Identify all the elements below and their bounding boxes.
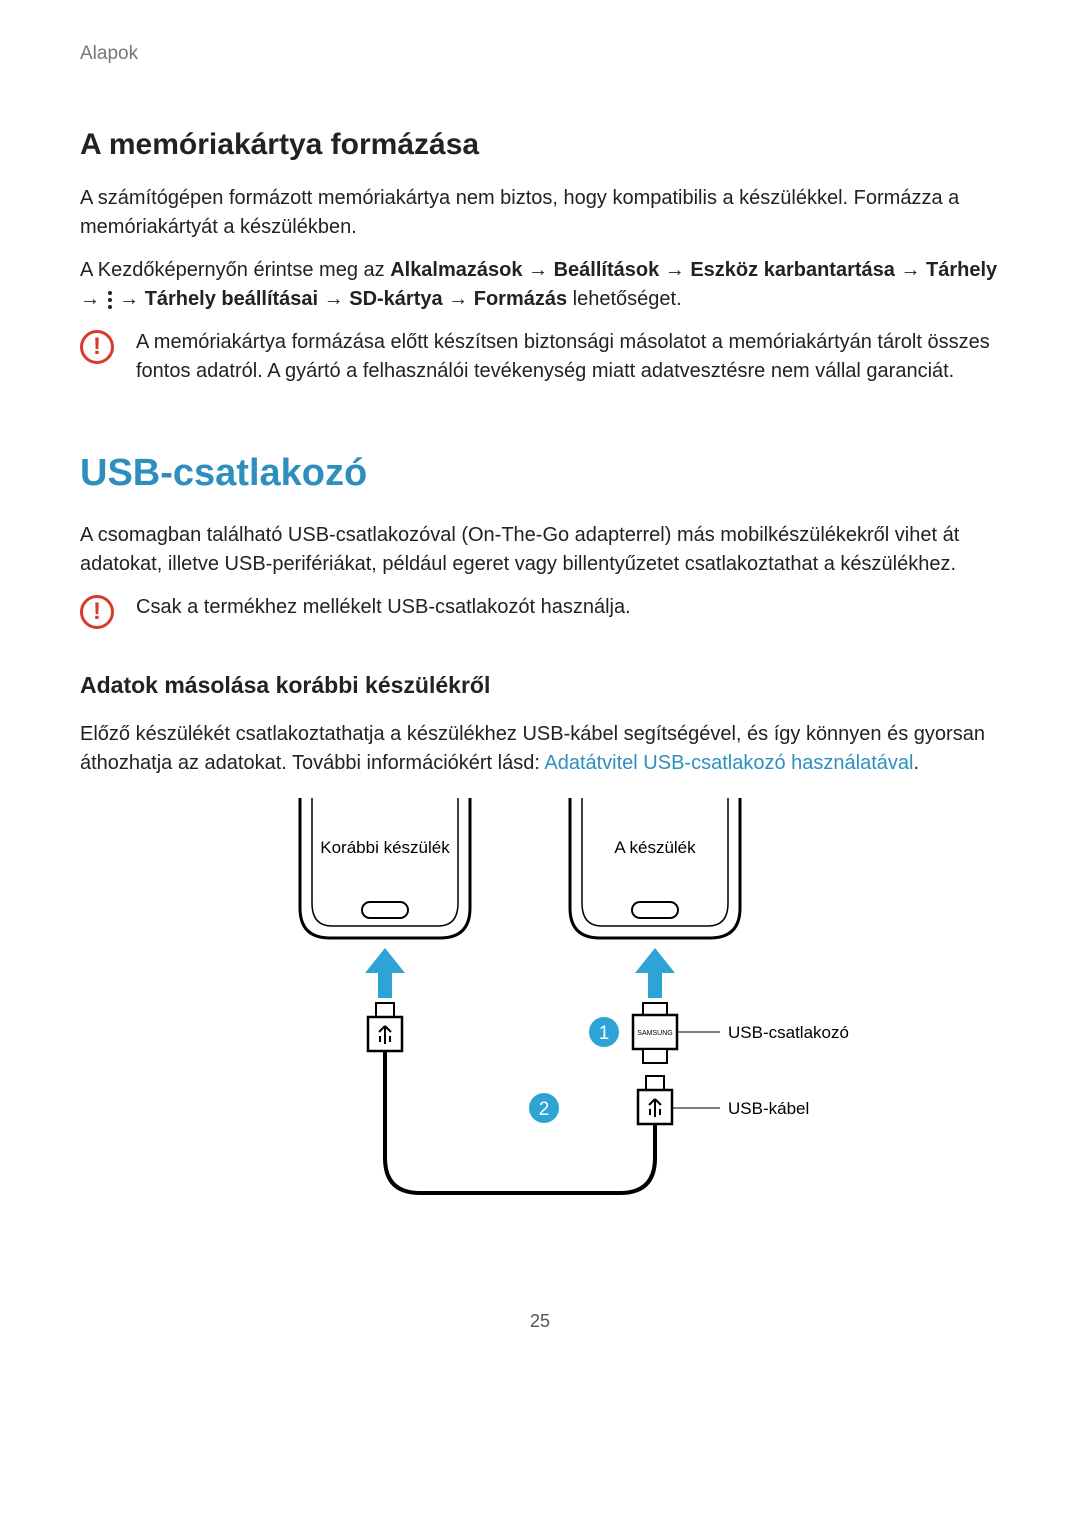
warning-notice: ! A memóriakártya formázása előtt készít… — [80, 328, 1000, 386]
callout-1: 1 — [589, 1017, 619, 1047]
arrow: → — [443, 288, 474, 310]
svg-text:2: 2 — [539, 1099, 550, 1120]
usb-cable — [385, 1051, 655, 1193]
arrow: → — [522, 259, 553, 281]
arrow: → — [659, 259, 690, 281]
paragraph-nav-path: A Kezdőképernyőn érintse meg az Alkalmaz… — [80, 256, 1000, 314]
usb-plug-left — [368, 1003, 402, 1051]
otg-adapter: SAMSUNG — [633, 1003, 677, 1063]
connection-diagram: Korábbi készülék A készülék SAMSUNG 1 — [80, 798, 1000, 1248]
paragraph: A számítógépen formázott memóriakártya n… — [80, 184, 1000, 242]
warning-text: Csak a termékhez mellékelt USB-csatlakoz… — [136, 593, 1000, 622]
warning-icon: ! — [80, 330, 114, 364]
path-step: Tárhely — [926, 259, 997, 281]
arrow: → — [318, 288, 349, 310]
callout-2: 2 — [529, 1093, 559, 1123]
link-usb-transfer[interactable]: Adatátvitel USB-csatlakozó használatával — [544, 752, 913, 774]
path-step: Tárhely beállításai — [145, 288, 318, 310]
warning-text: A memóriakártya formázása előtt készítse… — [136, 328, 1000, 386]
text: . — [913, 752, 919, 774]
heading-copy-data: Adatok másolása korábbi készülékről — [80, 669, 1000, 702]
diagram-svg: Korábbi készülék A készülék SAMSUNG 1 — [230, 798, 850, 1248]
phone-left — [300, 798, 470, 938]
callout-1-text: USB-csatlakozó — [728, 1023, 849, 1042]
arrow: → — [895, 259, 926, 281]
diagram-label-right: A készülék — [614, 838, 696, 857]
path-step: SD-kártya — [349, 288, 442, 310]
diagram-label-left: Korábbi készülék — [320, 838, 450, 857]
page-number: 25 — [80, 1308, 1000, 1334]
phone-right — [570, 798, 740, 938]
path-step: Formázás — [474, 288, 567, 310]
path-step: Beállítások — [554, 259, 660, 281]
warning-icon: ! — [80, 595, 114, 629]
text: A Kezdőképernyőn érintse meg az — [80, 259, 390, 281]
svg-text:SAMSUNG: SAMSUNG — [637, 1030, 672, 1037]
section-header: Alapok — [80, 40, 1000, 68]
arrow-up-left-icon — [365, 948, 405, 998]
heading-memory-format: A memóriakártya formázása — [80, 123, 1000, 167]
warning-notice: ! Csak a termékhez mellékelt USB-csatlak… — [80, 593, 1000, 629]
usb-plug-right — [638, 1076, 672, 1124]
arrow: → — [80, 288, 106, 310]
svg-text:1: 1 — [599, 1023, 610, 1044]
path-step: Alkalmazások — [390, 259, 522, 281]
more-options-icon — [108, 291, 112, 309]
heading-usb-connector: USB-csatlakozó — [80, 446, 1000, 501]
arrow-up-right-icon — [635, 948, 675, 998]
callout-2-text: USB-kábel — [728, 1099, 809, 1118]
arrow: → — [114, 288, 145, 310]
paragraph: Előző készülékét csatlakoztathatja a kés… — [80, 720, 1000, 778]
text: lehetőséget. — [567, 288, 682, 310]
paragraph: A csomagban található USB-csatlakozóval … — [80, 521, 1000, 579]
path-step: Eszköz karbantartása — [690, 259, 895, 281]
